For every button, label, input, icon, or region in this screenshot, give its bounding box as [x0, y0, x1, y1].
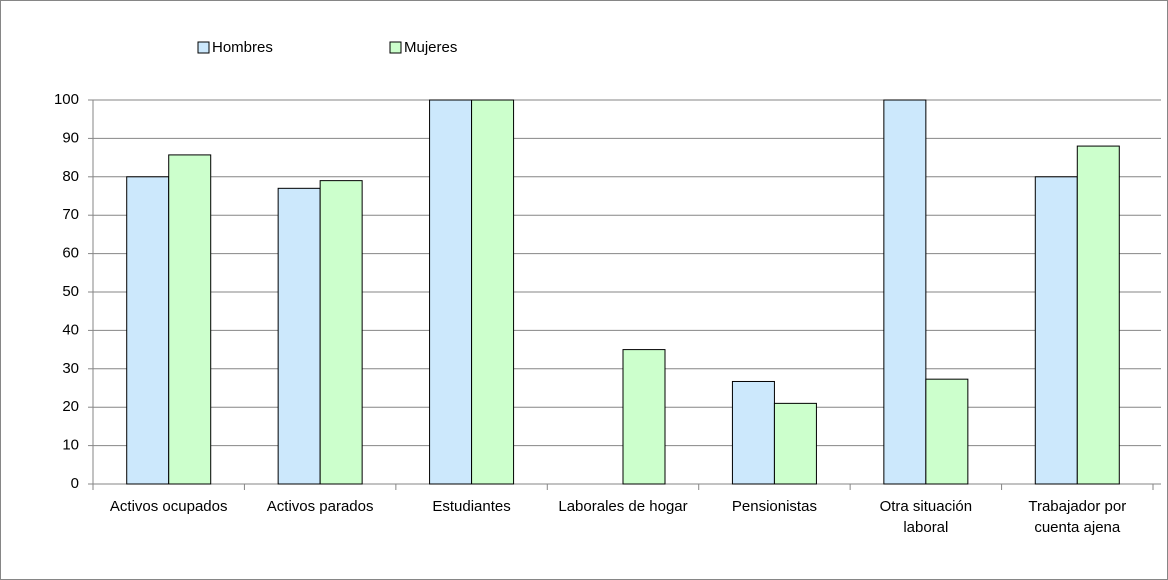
bar — [429, 99, 473, 485]
bar — [168, 154, 212, 485]
x-tick-label: Estudiantes — [432, 498, 511, 515]
bar — [1076, 145, 1120, 485]
bar — [126, 176, 170, 485]
y-tick-label: 40 — [62, 321, 79, 338]
legend-label: Mujeres — [404, 39, 457, 56]
bar — [773, 402, 817, 485]
bar — [925, 378, 969, 485]
x-tick-label: Pensionistas — [731, 498, 817, 515]
legend-swatch — [389, 41, 402, 54]
legend-swatch — [197, 41, 210, 54]
bar — [883, 99, 927, 485]
bar — [319, 180, 363, 485]
y-tick-label: 90 — [62, 129, 79, 146]
bar — [622, 349, 666, 485]
y-tick-label: 10 — [62, 437, 79, 454]
bar — [731, 380, 775, 485]
y-tick-label: 100 — [54, 91, 79, 108]
y-tick-label: 20 — [62, 398, 79, 415]
bar — [277, 187, 321, 485]
x-tick-label: Laborales de hogar — [558, 498, 688, 515]
bar — [1034, 176, 1078, 485]
x-tick-label: Trabajador por cuenta ajena — [1028, 498, 1127, 536]
y-tick-label: 0 — [71, 475, 79, 492]
y-tick-label: 30 — [62, 360, 79, 377]
legend-label: Hombres — [212, 39, 273, 56]
bar — [471, 99, 515, 485]
y-tick-label: 50 — [62, 283, 79, 300]
x-tick-label: Otra situación laboral — [879, 498, 973, 536]
y-tick-label: 80 — [62, 168, 79, 185]
x-tick-label: Activos parados — [266, 498, 374, 515]
y-tick-label: 70 — [62, 206, 79, 223]
x-tick-label: Activos ocupados — [109, 498, 228, 515]
y-tick-label: 60 — [62, 245, 79, 262]
